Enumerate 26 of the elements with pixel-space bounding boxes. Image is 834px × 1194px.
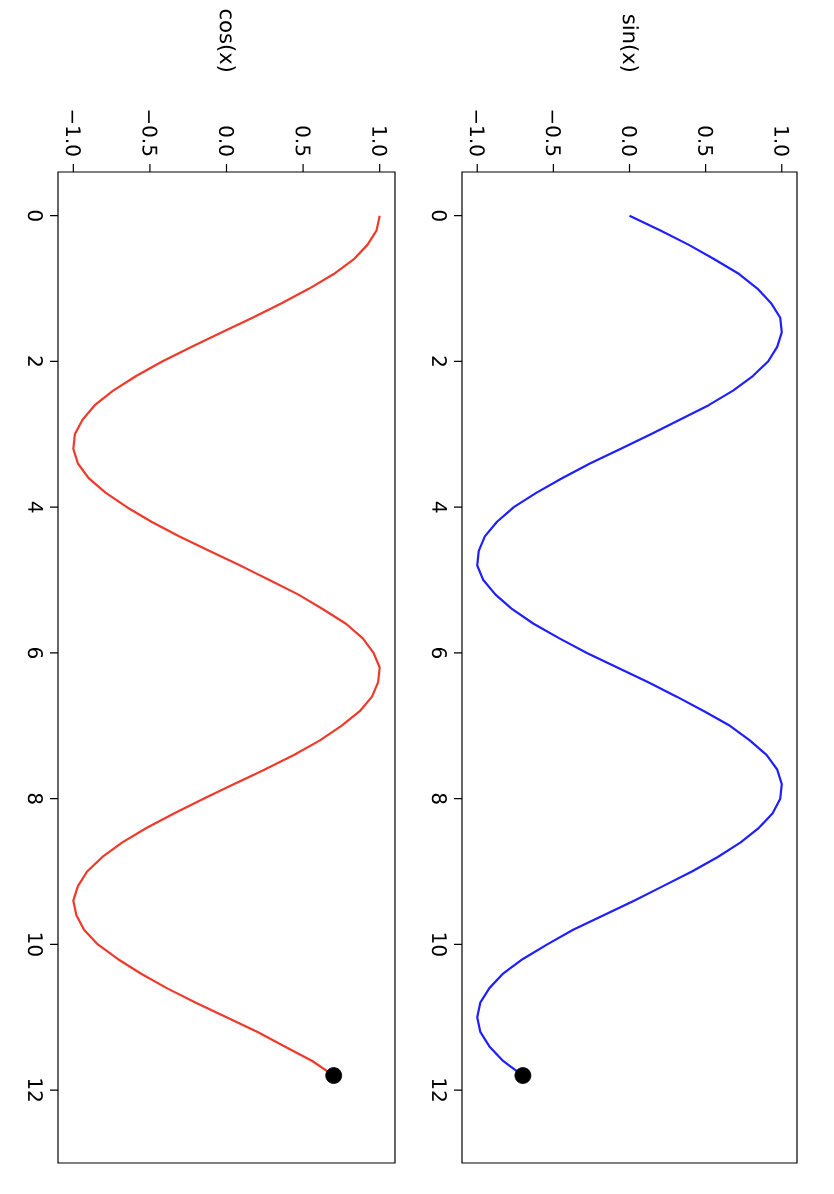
y-tick-label: 4 bbox=[432, 501, 447, 513]
y-tick-label: 10 bbox=[431, 933, 447, 956]
y-tick-label: 12 bbox=[432, 1079, 447, 1101]
x-tick-label: 0.0 bbox=[218, 126, 235, 156]
x-tick-label: 0.5 bbox=[698, 126, 714, 156]
y-tick-label: 8 bbox=[431, 793, 447, 804]
y-axis-title: cos(x) bbox=[217, 9, 236, 71]
x-tick-label: 0.0 bbox=[621, 126, 638, 156]
x-tick-label: −1.0 bbox=[65, 110, 81, 156]
x-tick-label: 1.0 bbox=[774, 127, 790, 156]
x-tick-label: −0.5 bbox=[142, 110, 158, 156]
y-tick-label: 12 bbox=[28, 1079, 43, 1101]
y-tick-label: 2 bbox=[432, 356, 447, 366]
x-tick-label: 0.5 bbox=[295, 126, 311, 156]
y-tick-label: 2 bbox=[28, 356, 43, 366]
y-tick-label: 6 bbox=[431, 647, 447, 659]
y-tick-label: 8 bbox=[27, 793, 43, 804]
y-axis-title: sin(x) bbox=[620, 15, 639, 71]
y-tick-label: 0 bbox=[431, 210, 447, 221]
y-tick-label: 4 bbox=[28, 501, 43, 513]
y-tick-label: 10 bbox=[27, 933, 43, 956]
x-tick-label: −1.0 bbox=[469, 110, 485, 156]
y-tick-label: 6 bbox=[27, 647, 43, 659]
x-tick-label: −0.5 bbox=[545, 110, 561, 156]
y-tick-label: 0 bbox=[27, 210, 43, 221]
x-tick-label: 1.0 bbox=[372, 127, 388, 156]
